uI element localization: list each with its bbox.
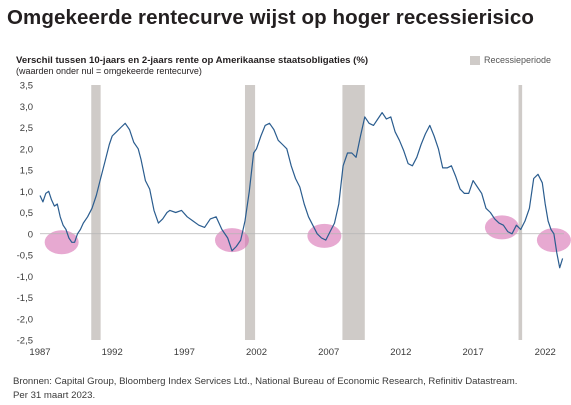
recession-bands	[91, 85, 523, 340]
y-tick-label: -0,5	[17, 251, 33, 262]
x-tick-label: 2012	[390, 347, 411, 358]
legend-label-recession: Recessieperiode	[484, 55, 552, 65]
legend-swatch-recession	[470, 55, 480, 65]
inversion-highlight-2	[214, 228, 249, 253]
x-tick-label: 2017	[462, 347, 483, 358]
source-note: Bronnen: Capital Group, Bloomberg Index …	[13, 375, 517, 403]
recession-band-1	[91, 85, 101, 340]
y-tick-label: 3,5	[20, 81, 33, 92]
source-line-1: Bronnen: Capital Group, Bloomberg Index …	[13, 376, 518, 387]
chart-subnote: (waarden onder nul = omgekeerde rentecur…	[16, 66, 202, 76]
x-tick-label: 1992	[102, 347, 123, 358]
y-tick-label: -1,0	[17, 272, 33, 283]
inversion-highlight-3	[307, 223, 342, 248]
x-tick-label: 2022	[535, 347, 556, 358]
y-tick-label: -2,0	[17, 314, 33, 325]
x-axis-ticks: 1987 1992 1997 2002 2007 2012 2017 2022	[29, 347, 555, 358]
recession-band-2	[244, 85, 256, 340]
x-tick-label: 2007	[318, 347, 339, 358]
recession-band-4	[518, 85, 523, 340]
recession-band-3	[342, 85, 365, 340]
y-tick-label: -2,5	[17, 336, 33, 347]
inversion-highlight-4	[484, 215, 519, 240]
y-tick-label: 3,0	[20, 102, 33, 113]
legend: Recessieperiode	[470, 55, 551, 65]
x-tick-label: 2002	[246, 347, 267, 358]
source-line-2: Per 31 maart 2023.	[13, 390, 96, 401]
y-tick-label: 1,0	[20, 187, 33, 198]
series-line-spread	[39, 112, 564, 269]
y-tick-label: -1,5	[17, 293, 33, 304]
chart-subtitle: Verschil tussen 10-jaars en 2-jaars rent…	[16, 55, 369, 66]
y-axis-ticks: 3,5 3,0 2,5 2,0 1,5 1,0 0,5 0 -0,5 -1,0 -1,5 -2,0 -2…	[17, 81, 33, 347]
y-tick-label: 2,5	[20, 123, 33, 134]
inversion-highlight-5	[536, 228, 571, 253]
chart-title: Omgekeerde rentecurve wijst op hoger rec…	[7, 6, 534, 29]
inversion-highlights	[44, 215, 571, 255]
x-tick-label: 1997	[174, 347, 195, 358]
y-tick-label: 0	[28, 229, 33, 240]
y-tick-label: 2,0	[20, 144, 33, 155]
inversion-highlight-1	[44, 230, 79, 255]
x-tick-label: 1987	[29, 347, 50, 358]
y-tick-label: 1,5	[20, 166, 33, 177]
y-tick-label: 0,5	[20, 208, 33, 219]
